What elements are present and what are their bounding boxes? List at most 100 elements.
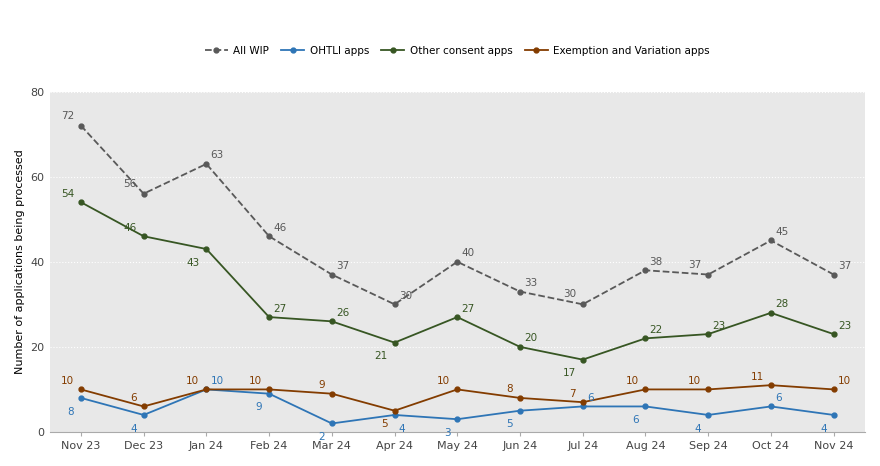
Text: 30: 30 xyxy=(399,291,412,301)
Line: Exemption and Variation apps: Exemption and Variation apps xyxy=(78,383,836,413)
Exemption and Variation apps xyxy=(264,387,275,392)
Text: 10: 10 xyxy=(187,376,200,386)
All WIP xyxy=(389,302,400,307)
Exemption and Variation apps xyxy=(766,383,776,388)
Text: 27: 27 xyxy=(461,303,474,314)
Text: 10: 10 xyxy=(437,376,451,386)
Text: 5: 5 xyxy=(381,419,387,429)
All WIP xyxy=(76,123,86,129)
Y-axis label: Number of applications being processed: Number of applications being processed xyxy=(15,150,25,374)
Text: 37: 37 xyxy=(336,261,349,271)
Text: 3: 3 xyxy=(444,428,451,438)
Text: 43: 43 xyxy=(187,258,200,267)
OHTLI apps xyxy=(76,395,86,401)
OHTLI apps xyxy=(452,417,463,422)
OHTLI apps xyxy=(640,404,650,409)
Other consent apps xyxy=(138,233,149,239)
Text: 21: 21 xyxy=(374,351,387,361)
Text: 27: 27 xyxy=(274,303,287,314)
Text: 6: 6 xyxy=(587,393,593,403)
Text: 54: 54 xyxy=(61,189,74,199)
Text: 11: 11 xyxy=(751,371,764,382)
Other consent apps xyxy=(515,344,525,350)
Other consent apps xyxy=(326,319,337,324)
Line: OHTLI apps: OHTLI apps xyxy=(78,387,836,426)
All WIP xyxy=(202,161,212,167)
Exemption and Variation apps xyxy=(138,404,149,409)
Text: 23: 23 xyxy=(838,321,851,330)
Exemption and Variation apps xyxy=(640,387,650,392)
Text: 2: 2 xyxy=(319,432,325,442)
Text: 23: 23 xyxy=(712,321,726,330)
OHTLI apps xyxy=(138,412,149,418)
Exemption and Variation apps xyxy=(703,387,714,392)
OHTLI apps xyxy=(828,412,839,418)
Text: 10: 10 xyxy=(838,376,851,386)
All WIP xyxy=(452,259,463,265)
Text: 38: 38 xyxy=(649,257,663,267)
Text: 10: 10 xyxy=(61,376,74,386)
Text: 10: 10 xyxy=(249,376,262,386)
Text: 10: 10 xyxy=(688,376,701,386)
Other consent apps xyxy=(828,331,839,337)
All WIP xyxy=(515,289,525,295)
OHTLI apps xyxy=(703,412,714,418)
Line: All WIP: All WIP xyxy=(78,123,836,307)
Text: 6: 6 xyxy=(130,393,136,403)
Text: 9: 9 xyxy=(255,402,262,412)
All WIP xyxy=(577,302,588,307)
Text: 37: 37 xyxy=(688,260,701,270)
OHTLI apps xyxy=(326,421,337,426)
OHTLI apps xyxy=(766,404,776,409)
Exemption and Variation apps xyxy=(452,387,463,392)
Other consent apps xyxy=(766,310,776,315)
Text: 4: 4 xyxy=(130,424,136,434)
Text: 7: 7 xyxy=(569,389,576,398)
Other consent apps xyxy=(202,246,212,252)
Text: 9: 9 xyxy=(319,380,325,390)
Exemption and Variation apps xyxy=(577,399,588,405)
Text: 22: 22 xyxy=(649,325,663,335)
Text: 28: 28 xyxy=(775,299,788,309)
Other consent apps xyxy=(452,314,463,320)
All WIP xyxy=(828,272,839,277)
Exemption and Variation apps xyxy=(515,395,525,401)
Other consent apps xyxy=(577,357,588,363)
OHTLI apps xyxy=(264,391,275,397)
Text: 45: 45 xyxy=(775,227,788,237)
Text: 30: 30 xyxy=(562,289,576,299)
Text: 46: 46 xyxy=(274,223,287,233)
Text: 4: 4 xyxy=(399,424,406,434)
Other consent apps xyxy=(76,199,86,205)
OHTLI apps xyxy=(389,412,400,418)
All WIP xyxy=(326,272,337,277)
Exemption and Variation apps xyxy=(389,408,400,413)
Other consent apps xyxy=(640,336,650,341)
OHTLI apps xyxy=(515,408,525,413)
OHTLI apps xyxy=(577,404,588,409)
Text: 37: 37 xyxy=(838,261,851,271)
Text: 56: 56 xyxy=(123,179,136,189)
Text: 33: 33 xyxy=(524,278,538,288)
Text: 8: 8 xyxy=(68,407,74,417)
Exemption and Variation apps xyxy=(326,391,337,397)
Text: 10: 10 xyxy=(626,376,639,386)
Legend: All WIP, OHTLI apps, Other consent apps, Exemption and Variation apps: All WIP, OHTLI apps, Other consent apps,… xyxy=(205,46,709,56)
All WIP xyxy=(264,233,275,239)
Text: 10: 10 xyxy=(210,376,224,386)
Other consent apps xyxy=(389,340,400,345)
Other consent apps xyxy=(264,314,275,320)
All WIP xyxy=(766,238,776,243)
Text: 17: 17 xyxy=(562,368,576,378)
OHTLI apps xyxy=(202,387,212,392)
Exemption and Variation apps xyxy=(828,387,839,392)
Text: 26: 26 xyxy=(336,308,349,318)
Other consent apps xyxy=(703,331,714,337)
Text: 46: 46 xyxy=(123,223,136,233)
Text: 5: 5 xyxy=(506,419,513,429)
Text: 6: 6 xyxy=(632,415,639,425)
Text: 40: 40 xyxy=(461,248,474,258)
Text: 4: 4 xyxy=(694,424,701,434)
Exemption and Variation apps xyxy=(202,387,212,392)
All WIP xyxy=(138,191,149,197)
